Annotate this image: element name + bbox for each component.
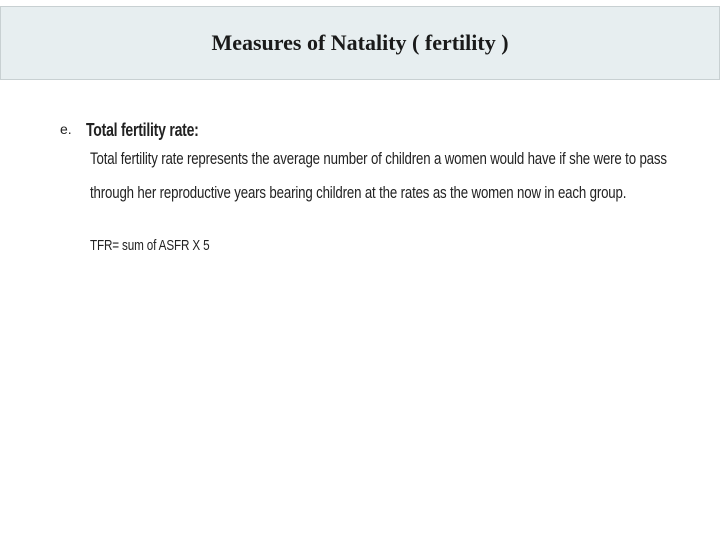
formula-tfr: TFR= sum of ASFR X 5: [90, 237, 558, 254]
title-band: Measures of Natality ( fertility ): [0, 6, 720, 80]
page-title: Measures of Natality ( fertility ): [211, 30, 508, 56]
list-item-e: e. Total fertility rate:: [60, 120, 690, 141]
subheading-total-fertility-rate: Total fertility rate:: [86, 120, 199, 141]
body-paragraph: Total fertility rate represents the aver…: [90, 149, 690, 203]
list-marker: e.: [60, 121, 72, 137]
body-line-2: through her reproductive years bearing c…: [90, 183, 558, 203]
body-line-1: Total fertility rate represents the aver…: [90, 149, 558, 169]
content-area: e. Total fertility rate: Total fertility…: [0, 80, 720, 254]
